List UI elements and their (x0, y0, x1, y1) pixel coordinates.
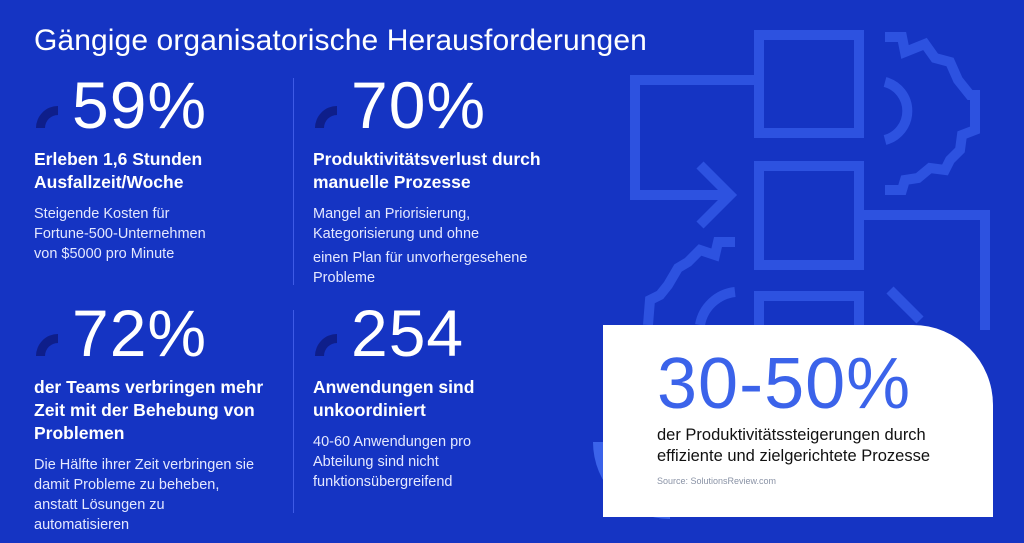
quarter-arc-icon (36, 106, 58, 128)
stat-value: 254 (351, 296, 465, 370)
highlight-text: der Produktivitätssteigerungen durch eff… (657, 426, 931, 465)
stat-value: 59% (72, 68, 208, 142)
stat-headline: der Teams verbringen mehr Zeit mit der B… (34, 377, 264, 443)
stat-description: 40-60 Anwendungen pro Abteilung sind nic… (313, 434, 472, 490)
stat-headline: Produktivitätsverlust durch manuelle Pro… (313, 149, 541, 192)
stat-description: Die Hälfte ihrer Zeit verbringen sie dam… (34, 457, 255, 533)
quarter-arc-icon (315, 106, 337, 128)
divider-bottom (293, 310, 294, 513)
stat-description: Steigende Kosten für Fortune-500-Unterne… (34, 206, 206, 262)
stat-card-applications: 254 Anwendungen sind unkoordiniert 40-60… (313, 298, 573, 492)
stat-headline: Erleben 1,6 Stunden Ausfallzeit/Woche (34, 149, 203, 192)
stat-value: 70% (351, 68, 487, 142)
stat-card-team-time: 72% der Teams verbringen mehr Zeit mit d… (34, 298, 294, 535)
stat-value: 72% (72, 296, 208, 370)
stat-description: Mangel an Priorisierung, Kategorisierung… (313, 206, 528, 286)
quarter-arc-icon (315, 334, 337, 356)
stat-card-productivity-loss: 70% Produktivitätsverlust durch manuelle… (313, 70, 593, 288)
highlight-card: 30-50% der Produktivitätssteigerungen du… (603, 325, 993, 517)
stat-headline: Anwendungen sind unkoordiniert (313, 377, 475, 420)
source-label: Source: SolutionsReview.com (657, 476, 777, 486)
highlight-value: 30-50% (657, 344, 912, 424)
quarter-arc-icon (36, 334, 58, 356)
divider-top (293, 78, 294, 285)
stat-card-downtime: 59% Erleben 1,6 Stunden Ausfallzeit/Woch… (34, 70, 284, 264)
page-title: Gängige organisatorische Herausforderung… (34, 24, 647, 57)
